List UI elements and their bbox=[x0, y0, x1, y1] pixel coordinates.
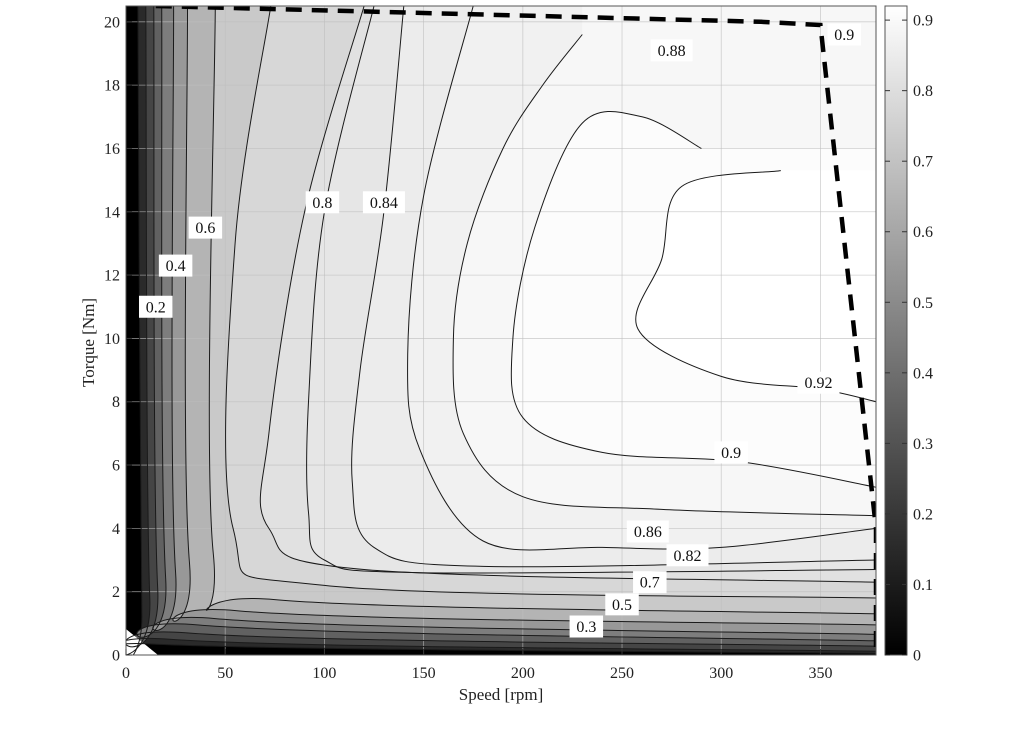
x-tick-label: 200 bbox=[511, 665, 535, 682]
contour-label-bg bbox=[139, 295, 173, 318]
contour-label: 0.5 bbox=[612, 597, 632, 614]
contour-label-bg bbox=[633, 571, 667, 594]
contour-label-bg bbox=[362, 191, 405, 214]
max-torque-boundary bbox=[155, 6, 876, 649]
contour-line-0.3 bbox=[126, 6, 876, 648]
axes: 0 50 100 150 200 250 300 350 0 2 4 6 8 10 12 14 16 18 20 Sp… bbox=[79, 5, 877, 704]
colorbar: 0 0.1 0.2 0.3 0.4 0.5 0.6 0.7 0.8 0.9 bbox=[884, 5, 933, 665]
boundary-dashed-line bbox=[155, 6, 876, 649]
contour-label: 0.4 bbox=[166, 258, 186, 275]
y-tick-label: 0 bbox=[112, 648, 120, 665]
y-tick-label: 8 bbox=[112, 394, 120, 411]
contour-label: 0.9 bbox=[834, 27, 854, 44]
contour-label-bg bbox=[827, 23, 862, 46]
x-axis-label: Speed [rpm] bbox=[459, 685, 544, 704]
x-tick-label: 250 bbox=[610, 665, 634, 682]
contour-line-0.75 bbox=[225, 6, 876, 599]
x-tick-label: 0 bbox=[122, 665, 130, 682]
contour-label: 0.88 bbox=[658, 43, 686, 60]
colorbar-tick-label: 0.7 bbox=[913, 154, 933, 171]
contour-label-bg bbox=[797, 371, 840, 394]
y-tick-label: 18 bbox=[104, 78, 120, 95]
x-tick-label: 300 bbox=[709, 665, 733, 682]
colorbar-tick-label: 0.1 bbox=[913, 577, 933, 594]
plot-frame bbox=[125, 5, 877, 656]
contour-label: 0.3 bbox=[576, 619, 596, 636]
colorbar-tick-label: 0.9 bbox=[913, 13, 933, 30]
y-tick-label: 20 bbox=[104, 14, 120, 31]
contour-label-bg bbox=[714, 441, 748, 464]
region-0.92 bbox=[635, 170, 876, 402]
contour-line-0.8 bbox=[259, 6, 876, 583]
colorbar-tick-label: 0.4 bbox=[913, 365, 933, 382]
contour-label: 0.86 bbox=[634, 524, 662, 541]
contour-label-bg bbox=[305, 191, 340, 214]
contour-label: 0.9 bbox=[721, 445, 741, 462]
y-tick-label: 4 bbox=[112, 521, 120, 538]
contour-label-bg bbox=[650, 39, 693, 62]
colorbar-tick-label: 0 bbox=[913, 648, 921, 665]
contour-label-bg bbox=[626, 520, 669, 543]
contour-label: 0.2 bbox=[146, 299, 166, 316]
contour-label: 0.82 bbox=[674, 548, 702, 565]
contour-label-bg bbox=[188, 216, 223, 239]
contour-label: 0.6 bbox=[195, 220, 215, 237]
colorbar-tick-label: 0.8 bbox=[913, 83, 933, 100]
y-tick-label: 14 bbox=[104, 204, 120, 221]
y-tick-label: 10 bbox=[104, 331, 120, 348]
contour-lines bbox=[126, 6, 876, 655]
contour-label: 0.84 bbox=[370, 195, 398, 212]
contour-labels: 0.9 0.88 0.8 0.84 0.6 0.4 0.2 0.92 0.9 0.86 0.82 0.… bbox=[139, 23, 862, 638]
contour-label: 0.8 bbox=[312, 195, 332, 212]
x-tick-label: 350 bbox=[808, 665, 832, 682]
contour-line-0.86 bbox=[407, 6, 876, 551]
contour-fill-region bbox=[126, 6, 876, 655]
colorbar-tick-label: 0.5 bbox=[913, 295, 933, 312]
y-tick-label: 6 bbox=[112, 458, 120, 475]
contour-label-bg bbox=[158, 254, 193, 277]
y-axis-label: Torque [Nm] bbox=[79, 298, 98, 387]
contour-line-0.2 bbox=[126, 6, 876, 655]
x-tick-label: 50 bbox=[217, 665, 233, 682]
contour-label: 0.92 bbox=[804, 375, 832, 392]
x-tick-label: 150 bbox=[412, 665, 436, 682]
contour-label-bg bbox=[605, 593, 639, 616]
x-tick-label: 100 bbox=[312, 665, 336, 682]
contour-line-0.88 bbox=[452, 34, 876, 517]
contour-label-bg bbox=[569, 615, 604, 638]
colorbar-tick-label: 0.6 bbox=[913, 224, 933, 241]
y-tick-label: 2 bbox=[112, 584, 120, 601]
colorbar-gradient bbox=[884, 5, 908, 656]
colorbar-tick-label: 0.3 bbox=[913, 436, 933, 453]
y-tick-label: 12 bbox=[104, 268, 120, 285]
contour-label: 0.7 bbox=[640, 575, 660, 592]
y-tick-label: 16 bbox=[104, 141, 120, 158]
colorbar-tick-label: 0.2 bbox=[913, 506, 933, 523]
contour-line-0.1 bbox=[126, 6, 876, 655]
contour-label-bg bbox=[666, 544, 709, 567]
